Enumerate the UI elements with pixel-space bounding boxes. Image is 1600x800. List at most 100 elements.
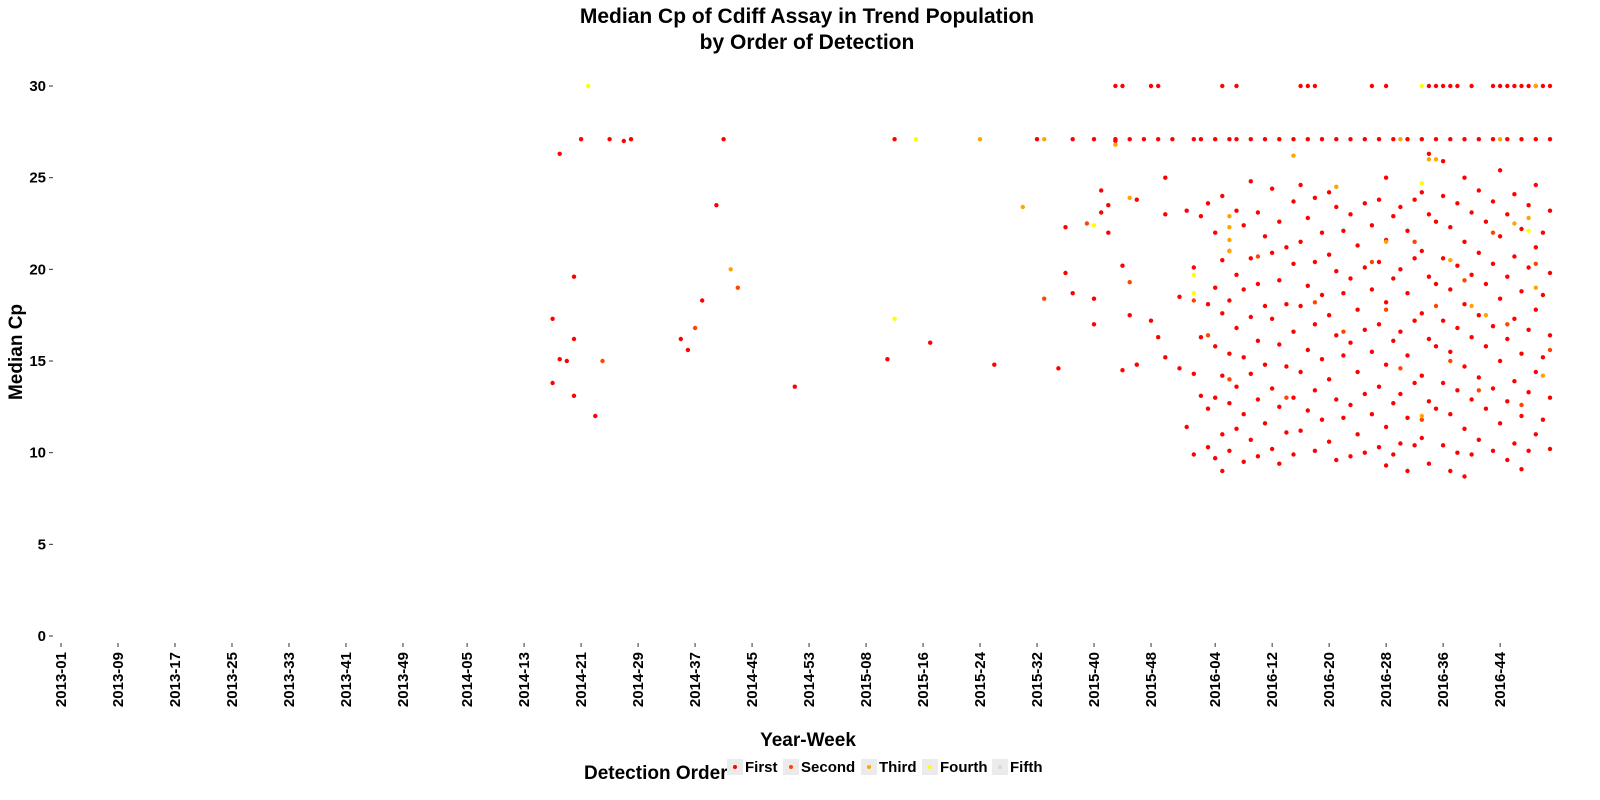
- data-point-first: [1298, 239, 1303, 244]
- data-point-first: [1476, 313, 1482, 318]
- x-tick-label: 2013-01: [53, 652, 70, 707]
- data-point-first: [1469, 397, 1474, 402]
- data-point-first: [1455, 201, 1460, 206]
- legend-swatch-fourth: [928, 765, 932, 769]
- data-point-first: [1056, 366, 1061, 371]
- data-points: [550, 83, 1553, 479]
- data-point-first: [1326, 313, 1332, 318]
- data-point-first: [1334, 269, 1339, 274]
- data-point-first: [1163, 212, 1168, 217]
- data-point-first: [1519, 467, 1524, 472]
- data-point-first: [1490, 137, 1496, 142]
- data-point-first: [1291, 137, 1296, 142]
- data-point-fourth: [586, 83, 591, 89]
- data-point-first: [1163, 175, 1168, 180]
- data-point-first: [1312, 448, 1318, 453]
- data-point-second: [1383, 307, 1389, 312]
- data-point-second: [1127, 280, 1132, 285]
- legend-swatch-fifth: [998, 765, 1002, 769]
- data-point-first: [1305, 83, 1311, 89]
- x-tick-label: 2013-17: [167, 652, 184, 707]
- data-point-first: [1269, 446, 1275, 452]
- data-point-first: [571, 274, 577, 279]
- legend-items: First Second Third Fourth Fifth: [727, 759, 1042, 776]
- x-tick-label: 2013-25: [224, 652, 241, 707]
- data-point-first: [1405, 468, 1410, 474]
- data-point-first: [1091, 322, 1097, 327]
- data-point-first: [1312, 259, 1318, 265]
- data-point-first: [1319, 357, 1325, 362]
- data-point-first: [1412, 380, 1417, 386]
- x-tick-label: 2015-08: [858, 652, 875, 707]
- data-point-first: [1255, 338, 1261, 343]
- data-point-first: [1519, 226, 1524, 232]
- y-tick-label: 5: [38, 536, 46, 553]
- data-point-first: [1205, 201, 1211, 206]
- data-point-first: [1547, 137, 1553, 142]
- data-point-third: [977, 137, 983, 142]
- data-point-first: [1213, 344, 1218, 349]
- data-point-first: [1234, 426, 1239, 431]
- x-tick-label: 2016-04: [1207, 651, 1224, 707]
- x-tick-label: 2016-20: [1321, 652, 1338, 707]
- data-point-first: [1348, 340, 1353, 345]
- data-point-third: [1227, 214, 1232, 219]
- data-point-first: [1526, 83, 1531, 89]
- data-point-first: [1234, 208, 1239, 213]
- data-point-third: [1227, 248, 1232, 254]
- data-point-first: [1448, 83, 1453, 89]
- data-point-first: [1519, 83, 1524, 89]
- data-point-first: [1227, 298, 1232, 303]
- data-point-first: [1448, 137, 1453, 142]
- data-point-first: [1184, 208, 1189, 213]
- legend-swatch-second: [789, 765, 793, 769]
- data-point-first: [1455, 388, 1460, 393]
- data-point-first: [1220, 258, 1225, 263]
- data-point-first: [1326, 190, 1332, 195]
- y-tick-label: 30: [29, 78, 46, 95]
- data-point-second: [1205, 333, 1211, 338]
- data-point-first: [1398, 391, 1403, 397]
- data-point-first: [1419, 435, 1425, 441]
- data-point-first: [1106, 203, 1111, 208]
- data-point-first: [1334, 137, 1339, 142]
- data-point-first: [1348, 276, 1353, 281]
- data-point-first: [928, 340, 933, 345]
- data-point-first: [1455, 325, 1460, 331]
- data-point-first: [1462, 137, 1467, 142]
- data-point-first: [1234, 325, 1239, 331]
- data-point-first: [1191, 137, 1197, 142]
- data-point-second: [1533, 261, 1539, 266]
- data-point-first: [1134, 197, 1140, 202]
- data-point-first: [1398, 329, 1403, 334]
- data-point-first: [1426, 336, 1432, 342]
- data-point-first: [1476, 188, 1482, 193]
- data-point-first: [1355, 369, 1360, 375]
- data-point-first: [1269, 186, 1275, 191]
- data-point-first: [1291, 395, 1296, 400]
- data-point-first: [1440, 318, 1446, 323]
- data-point-first: [1319, 417, 1325, 422]
- data-point-first: [1433, 281, 1439, 287]
- data-point-first: [1298, 182, 1303, 188]
- data-point-first: [1248, 437, 1254, 442]
- legend-swatch-first: [733, 765, 737, 769]
- data-point-fourth: [1526, 228, 1531, 233]
- data-point-first: [992, 362, 997, 367]
- data-point-first: [1284, 302, 1289, 307]
- data-point-third: [1526, 215, 1531, 221]
- data-point-first: [1369, 349, 1375, 354]
- data-point-first: [1248, 371, 1254, 376]
- data-point-second: [1084, 221, 1090, 226]
- data-point-second: [1419, 417, 1425, 422]
- x-axis-title: Year-Week: [760, 730, 856, 751]
- data-point-first: [1348, 212, 1353, 217]
- y-tick-label: 20: [29, 261, 46, 278]
- data-point-second: [1255, 254, 1261, 259]
- data-point-first: [1269, 316, 1275, 321]
- data-point-first: [1497, 358, 1503, 364]
- data-point-first: [1469, 83, 1474, 89]
- data-point-first: [1497, 168, 1503, 173]
- data-point-first: [1483, 281, 1489, 287]
- data-point-first: [1519, 137, 1524, 142]
